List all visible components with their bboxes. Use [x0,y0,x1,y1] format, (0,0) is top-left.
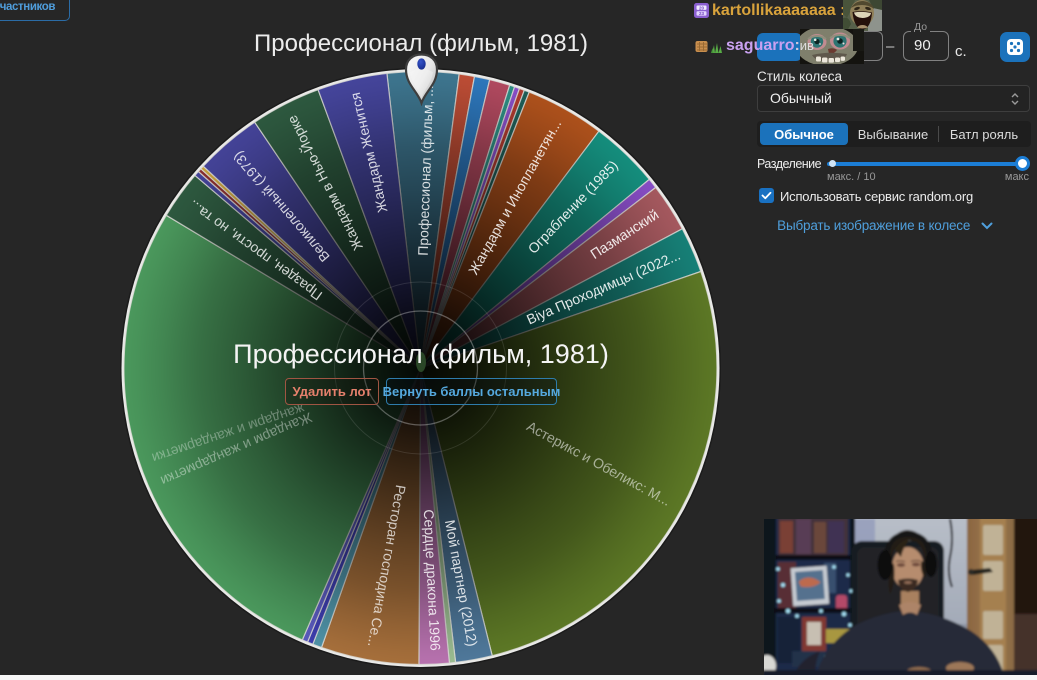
svg-text:Профессионал (фильм, ...: Профессионал (фильм, ... [415,85,436,256]
svg-text:Сердце дракона 1996: Сердце дракона 1996 [421,509,444,651]
svg-text:23: 23 [699,11,705,16]
svg-text:20: 20 [699,5,705,10]
